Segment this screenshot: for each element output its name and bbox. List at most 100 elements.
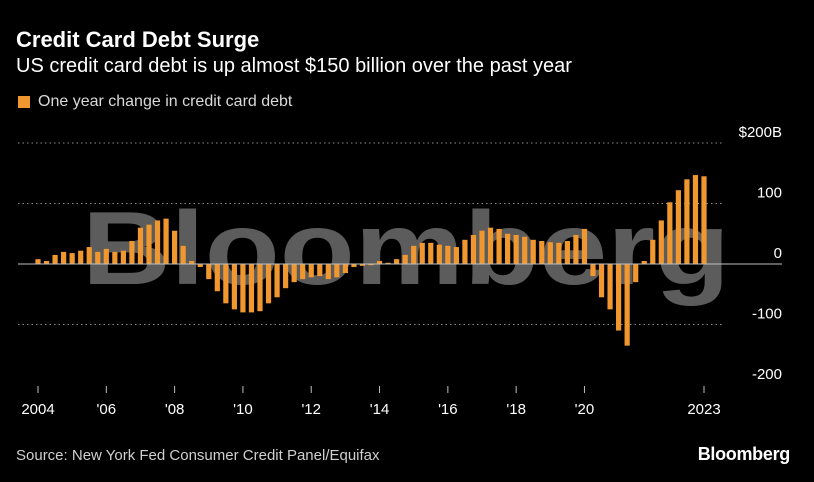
x-tick-label: '16: [438, 401, 458, 418]
chart-subtitle: US credit card debt is up almost $150 bi…: [16, 55, 572, 77]
bar: [214, 264, 220, 292]
x-tick-label: '18: [506, 401, 526, 418]
bar: [539, 241, 545, 264]
bar: [103, 248, 109, 264]
bar: [223, 264, 229, 304]
bar: [641, 260, 647, 264]
y-tick-label: -200: [752, 366, 782, 383]
bar: [342, 264, 348, 274]
bar: [240, 264, 246, 313]
x-tick-label: '14: [370, 401, 390, 418]
bar: [206, 264, 212, 280]
bar: [624, 264, 630, 346]
chart-title: Credit Card Debt Surge: [16, 27, 260, 52]
y-tick-label: -100: [752, 306, 782, 323]
bar: [675, 190, 681, 264]
bar: [616, 264, 622, 331]
x-tick-label: 2023: [687, 401, 720, 418]
bar: [436, 244, 442, 264]
x-tick-label: '08: [165, 401, 185, 418]
bar: [265, 264, 272, 304]
bar: [487, 227, 494, 264]
bar: [61, 251, 67, 264]
bar: [394, 259, 400, 264]
bar: [112, 251, 118, 264]
bar: [692, 175, 699, 264]
bar: [351, 264, 357, 268]
bar: [590, 264, 596, 277]
bar: [650, 239, 656, 264]
bar: [496, 228, 502, 264]
bar: [189, 260, 195, 264]
bar: [513, 234, 519, 264]
bar: [402, 254, 408, 264]
bar: [368, 264, 374, 266]
bar: [43, 260, 50, 264]
bar: [428, 242, 434, 264]
bar: [257, 264, 263, 312]
bar: [419, 242, 425, 264]
bar: [658, 220, 664, 264]
bar: [197, 264, 203, 268]
watermark-logo: Bloomberg: [82, 191, 730, 307]
bar: [120, 250, 126, 264]
bar: [385, 262, 391, 264]
bar: [95, 251, 101, 264]
bar: [547, 242, 553, 264]
bar: [453, 247, 459, 264]
bar: [530, 239, 536, 264]
bar: [684, 179, 690, 264]
bar: [317, 264, 323, 277]
bar: [598, 264, 605, 298]
x-tick-label: '10: [233, 401, 253, 418]
bar: [69, 253, 75, 264]
y-tick-label: 100: [757, 185, 782, 202]
bar: [411, 245, 417, 264]
bar: [564, 241, 570, 264]
bar: [479, 230, 485, 264]
bar: [633, 264, 639, 283]
bloomberg-logo: Bloomberg: [697, 444, 791, 464]
bar: [274, 264, 280, 298]
bar: [505, 233, 511, 264]
bar: [180, 245, 186, 264]
bar: [581, 228, 588, 264]
bar: [445, 245, 451, 264]
x-tick-label: '06: [97, 401, 117, 418]
legend-swatch: [18, 96, 30, 108]
x-tick-label: 2004: [21, 401, 54, 418]
bar: [35, 259, 41, 264]
bar: [462, 239, 468, 264]
bar: [573, 234, 579, 264]
bar: [248, 264, 255, 313]
bar: [129, 241, 135, 264]
bar: [300, 264, 306, 280]
bar: [607, 264, 613, 310]
source-note: Source: New York Fed Consumer Credit Pan…: [16, 447, 380, 464]
x-tick-label: '20: [575, 401, 595, 418]
bar: [291, 264, 297, 283]
bar: [308, 264, 314, 278]
bar: [86, 247, 92, 264]
bar: [325, 264, 331, 280]
bar-chart: $200B 100 0 -100 -200 Bloomberg 2004 '06 '08 '10 '…: [18, 124, 782, 418]
legend-label: One year change in credit card debt: [38, 93, 293, 110]
bar: [283, 264, 289, 289]
bar: [163, 218, 169, 264]
bar: [522, 236, 528, 264]
bar: [667, 202, 673, 264]
bar: [376, 260, 383, 264]
x-tick-label: '12: [301, 401, 321, 418]
bar: [78, 250, 84, 264]
y-tick-label: 0: [774, 245, 782, 262]
bar: [231, 264, 237, 310]
bar: [146, 224, 152, 264]
bar: [52, 254, 58, 264]
legend: One year change in credit card debt: [18, 93, 292, 111]
y-tick-label: $200B: [739, 124, 782, 141]
bar: [137, 227, 144, 264]
bar: [470, 234, 477, 264]
bar: [359, 264, 366, 266]
bar: [154, 220, 161, 264]
bar: [172, 230, 178, 264]
